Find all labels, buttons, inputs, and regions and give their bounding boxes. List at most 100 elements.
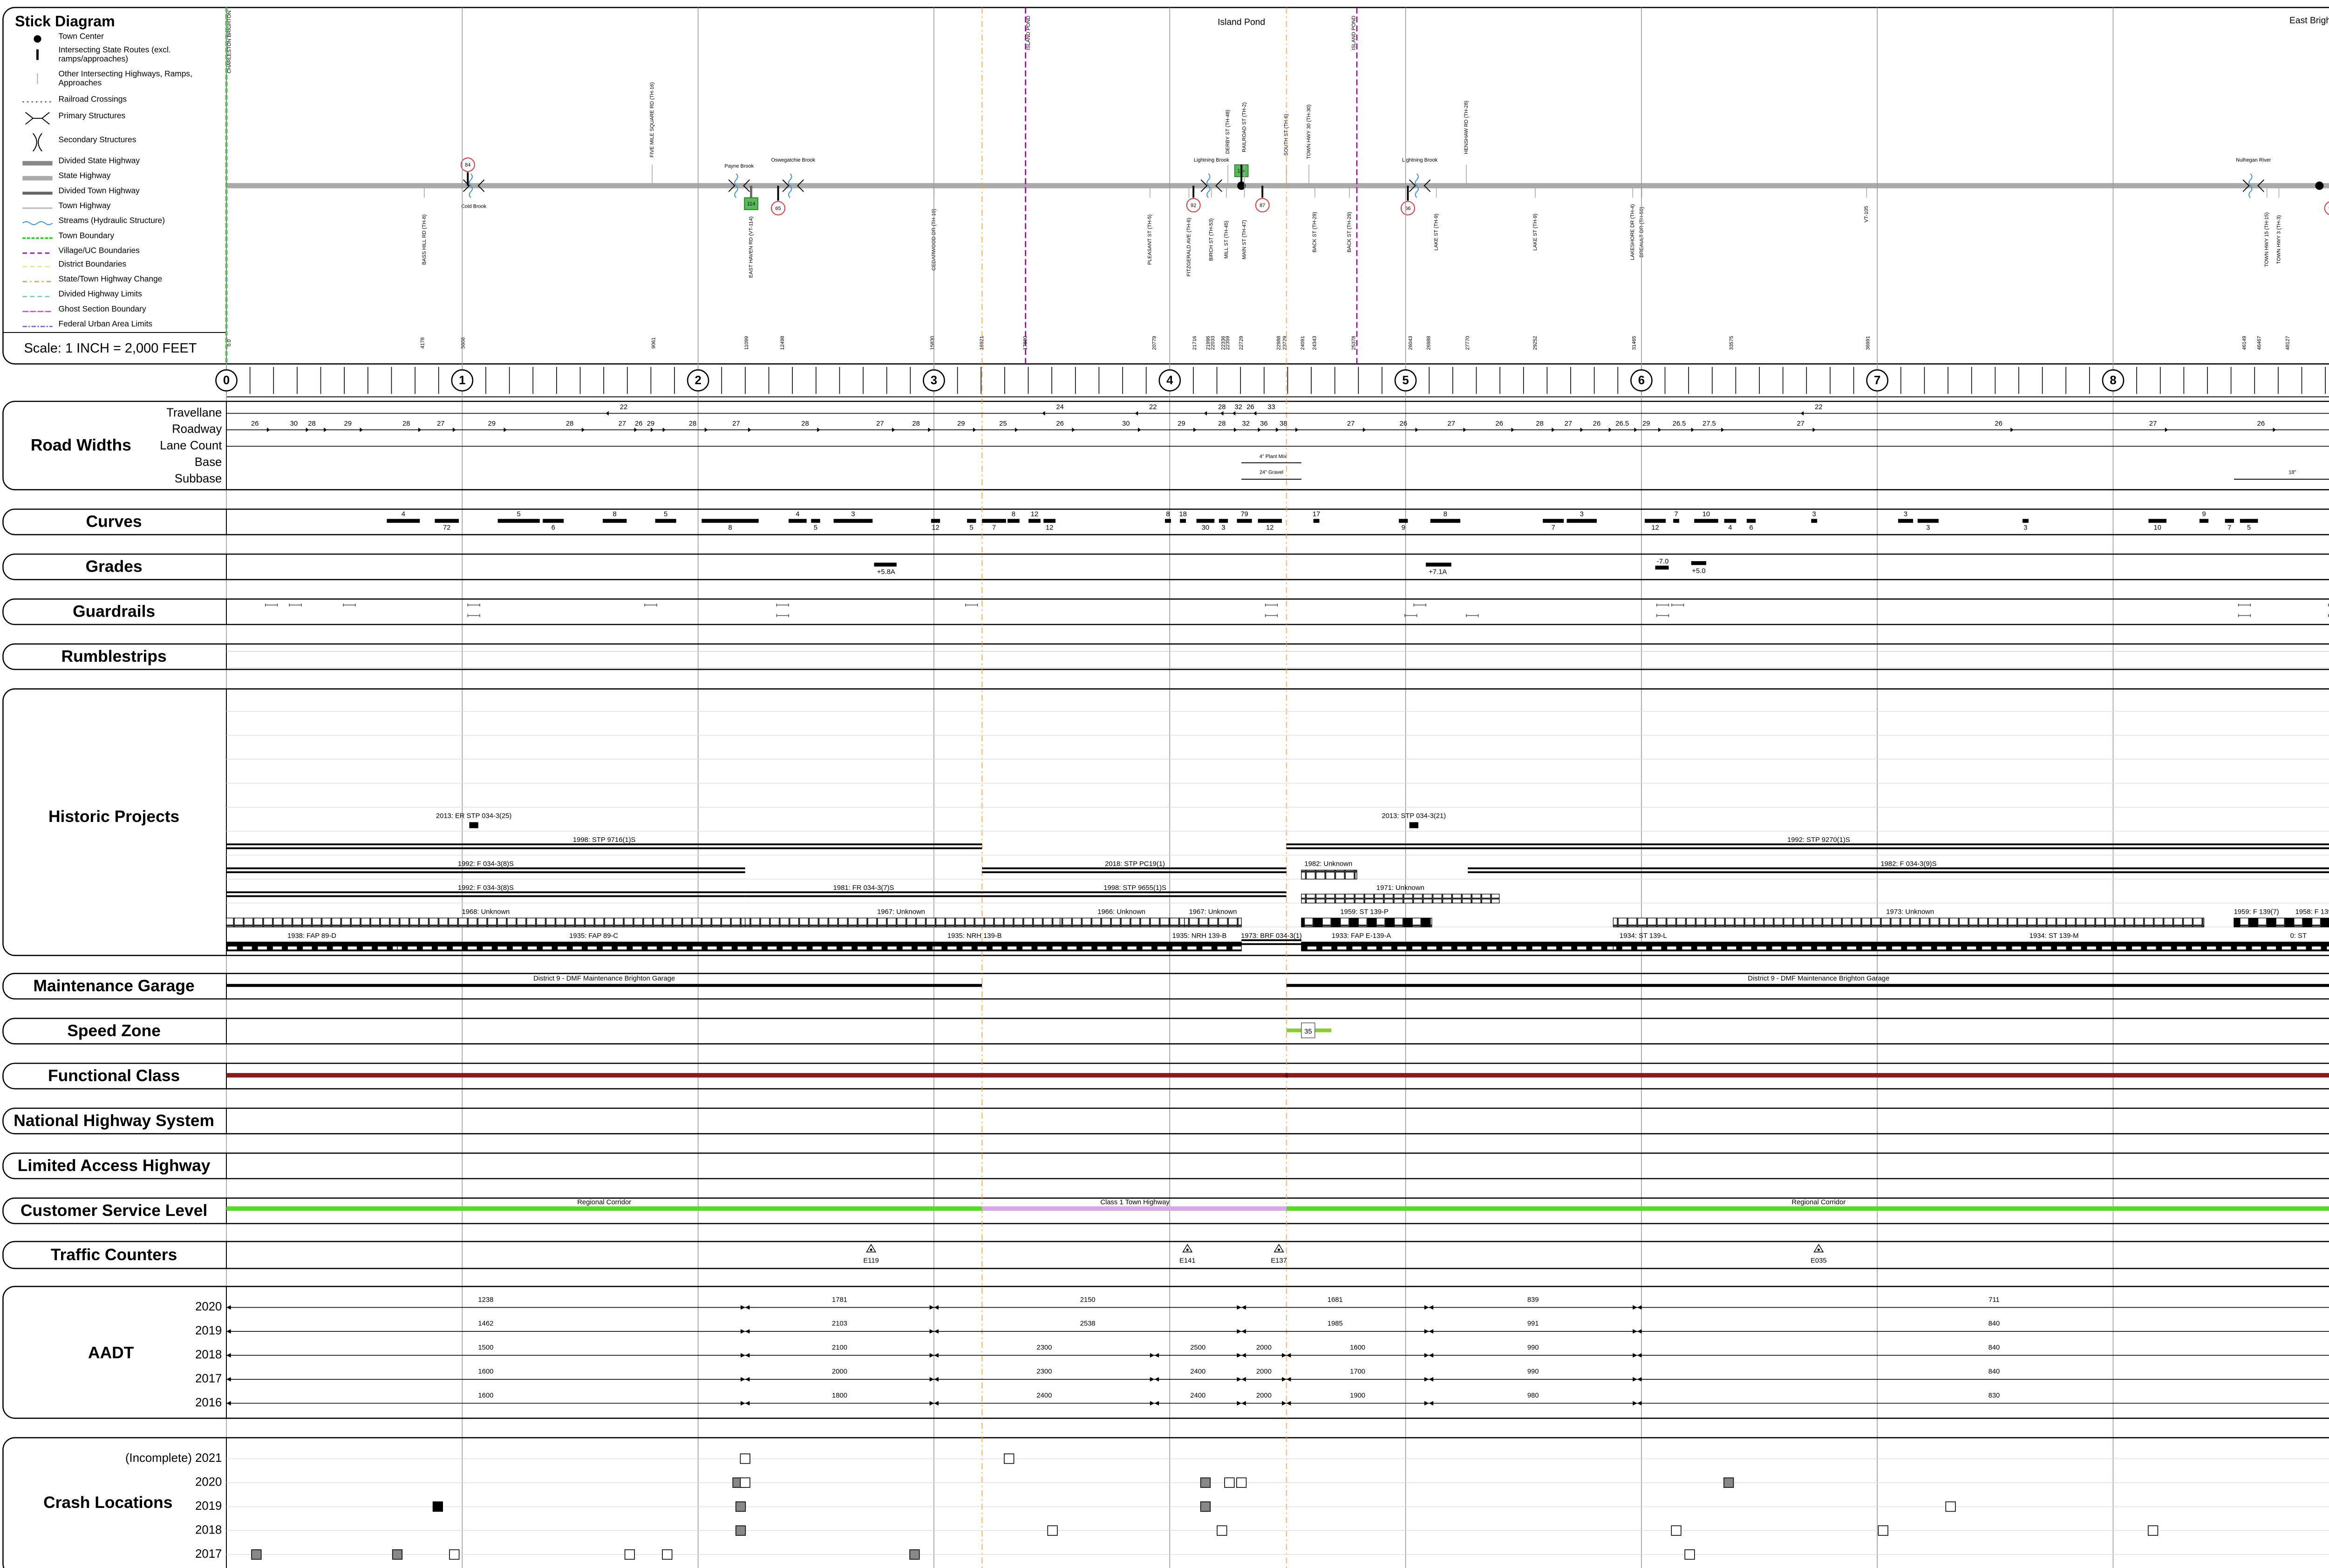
- travellane-width: 32: [1234, 404, 1242, 411]
- aadt-year: 2020: [195, 1300, 222, 1313]
- curve-bar: [2199, 519, 2209, 523]
- aadt-value: 1500: [478, 1344, 493, 1351]
- project-label: 1966: Unknown: [1097, 908, 1145, 916]
- aadt-value: 1800: [832, 1392, 847, 1399]
- curve-label: 5: [970, 524, 974, 531]
- curve-bar: [1644, 519, 1666, 523]
- aadt-value: 2538: [1080, 1320, 1096, 1328]
- arrow: [2165, 428, 2168, 432]
- grade-label: +5.0: [1692, 568, 1705, 575]
- route-shield: [460, 157, 475, 172]
- aadt-value: 1600: [478, 1368, 493, 1376]
- aadt-value: 830: [1989, 1392, 2000, 1399]
- legend-label: Divided Town Highway: [58, 187, 140, 197]
- travellane-width: 33: [1267, 404, 1275, 411]
- section-label: Road Widths: [31, 436, 131, 455]
- project-label: 1992: F 034-3(8)S: [458, 860, 514, 868]
- road-name: FIVE MILE SQUARE RD (TH-16): [649, 82, 655, 157]
- curve-bar: [602, 519, 627, 523]
- section-label: Customer Service Level: [20, 1201, 207, 1220]
- legend-label: Divided Highway Limits: [58, 291, 142, 300]
- project-bar: [1169, 942, 1242, 951]
- arrow: [1232, 411, 1236, 416]
- aadt-year: 2018: [195, 1348, 222, 1361]
- curve-bar: [1028, 519, 1041, 523]
- section-frame: [2, 400, 2329, 490]
- road-name: TOWN HWY 3 (TH-3): [2276, 215, 2281, 264]
- curve-bar: [435, 519, 459, 523]
- legend-label: State Highway: [58, 172, 111, 182]
- project-label: 1958: F 139(7): [2295, 908, 2329, 916]
- section-label: Curves: [86, 513, 142, 531]
- travellane-width: 22: [1149, 404, 1157, 411]
- roadway-width: 27: [1347, 420, 1355, 428]
- roadway-width: 29: [1178, 420, 1185, 428]
- aadt-year: 2017: [195, 1372, 222, 1385]
- project-bar: [226, 843, 982, 846]
- project-label: 0: ST: [2290, 932, 2307, 940]
- road-name: TOWN HWY 15 (TH-15): [2264, 212, 2270, 267]
- arrow: [1608, 428, 1612, 432]
- curve-label: 10: [2154, 524, 2161, 531]
- curve-label: 12: [1651, 524, 1659, 531]
- guardrail: [1413, 603, 1426, 607]
- legend-item: State/Town Highway Change: [59, 276, 163, 285]
- arrow: [306, 428, 309, 432]
- curve-bar: [789, 519, 807, 523]
- curve-label: 8: [728, 524, 732, 531]
- curve-bar: [1008, 519, 1020, 523]
- route-shield: [1255, 198, 1270, 213]
- curve-bar: [2240, 519, 2258, 523]
- project-bar: [2234, 942, 2329, 951]
- milepost-marker: [1394, 369, 1417, 392]
- milepost-label: 8: [2110, 374, 2116, 387]
- arrow: [1637, 1401, 1642, 1406]
- section-frame: [2, 598, 2329, 625]
- arrow: [892, 428, 895, 432]
- arrow: [1721, 428, 1724, 432]
- crash-marker: [735, 1501, 746, 1512]
- project-bar: [1241, 939, 1301, 941]
- crash-marker: [1671, 1525, 1682, 1536]
- station: 21996: [1205, 336, 1211, 350]
- legend-item: Intersecting State Routes (excl. ramps/a…: [59, 48, 171, 64]
- aadt-value: 2300: [1036, 1344, 1052, 1351]
- station: 27770: [1465, 336, 1471, 350]
- guardrail: [2238, 603, 2251, 607]
- curve-bar: [1694, 519, 1718, 523]
- functional-class-label: 4: [1285, 1072, 1288, 1080]
- aadt-value: 840: [1989, 1344, 2000, 1351]
- garage-bar: [226, 984, 982, 987]
- project-label: 2013: STP 034-3(21): [1382, 813, 1446, 820]
- project-label: 1973: BRF 034-3(1): [1241, 932, 1302, 940]
- project-label: 1998: STP 9716(1)S: [573, 836, 636, 844]
- aadt-value: 1238: [478, 1296, 493, 1303]
- counter-label: E141: [1179, 1257, 1196, 1265]
- roadway-width: 27: [732, 420, 740, 428]
- curve-label: 7: [2227, 524, 2231, 531]
- curve-label: 12: [1266, 524, 1273, 531]
- speed-label: 35: [1304, 1028, 1312, 1036]
- curve-label: 8: [1166, 511, 1170, 518]
- guardrail: [265, 603, 278, 607]
- project-bar: [397, 942, 934, 951]
- project-bar: [226, 895, 745, 897]
- crash-marker: [2148, 1525, 2159, 1536]
- arrow: [1658, 428, 1662, 432]
- project-bar: [982, 871, 1287, 873]
- curve-bar: [1180, 519, 1186, 523]
- aadt-value: 2000: [1256, 1392, 1272, 1399]
- legend-label: District Boundaries: [58, 261, 127, 270]
- structure: [728, 179, 750, 192]
- roadway-width: 27: [876, 420, 884, 428]
- project-bar: [226, 867, 745, 869]
- curve-bar: [2023, 519, 2029, 523]
- station: 33575: [1729, 336, 1735, 350]
- curve-label: 4: [402, 511, 405, 518]
- project-bar: [226, 871, 745, 873]
- route-number: 114: [747, 201, 755, 207]
- milepost-label: 4: [1166, 374, 1173, 387]
- guardrail: [1265, 603, 1278, 607]
- route-number: 87: [1260, 203, 1265, 208]
